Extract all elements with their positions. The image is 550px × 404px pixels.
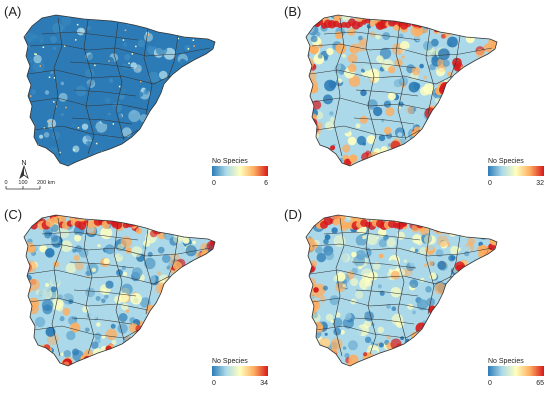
map-panel-d: (D) No Species 0 65 [284,207,544,387]
legend-max: 65 [536,380,544,387]
legend-colorbar [488,366,544,376]
iberia-map-d [305,214,498,367]
legend-max: 6 [264,180,268,187]
panel-label-c: (C) [4,207,22,222]
legend-colorbar [488,166,544,176]
scale-tick-200: 200 km [37,180,55,186]
legend-min: 0 [212,180,216,187]
map-panel-a: (A) No Species 0 6 [4,4,268,187]
legend-min: 0 [488,180,492,187]
legend-title: No Species [212,158,248,165]
panel-label-b: (B) [284,4,301,19]
legend-d: No Species 0 65 [488,358,544,387]
north-arrow-icon: N [19,160,29,180]
legend-title: No Species [488,158,524,165]
legend-colorbar [212,166,268,176]
legend-min: 0 [488,380,492,387]
scale-tick-100: 100 [18,180,27,186]
legend-c: No Species 0 34 [212,358,268,387]
legend-b: No Species 0 32 [488,158,544,187]
iberia-map-b [305,14,498,167]
scale-tick-0: 0 [4,180,7,186]
legend-max: 34 [260,380,268,387]
legend-a: No Species 0 6 [212,158,268,187]
iberia-map-c [23,214,216,367]
panel-label-d: (D) [284,207,302,222]
north-arrow-label: N [21,160,26,167]
map-panel-b: (B) No Species 0 32 [284,4,544,187]
legend-title: No Species [212,358,248,365]
map-panel-c: (C) No Species 0 34 [4,207,268,387]
iberia-map-a [23,14,216,167]
legend-min: 0 [212,380,216,387]
scale-bar: 0 100 200 km [4,180,55,190]
legend-title: No Species [488,358,524,365]
legend-max: 32 [536,180,544,187]
panel-label-a: (A) [4,4,21,19]
legend-colorbar [212,366,268,376]
